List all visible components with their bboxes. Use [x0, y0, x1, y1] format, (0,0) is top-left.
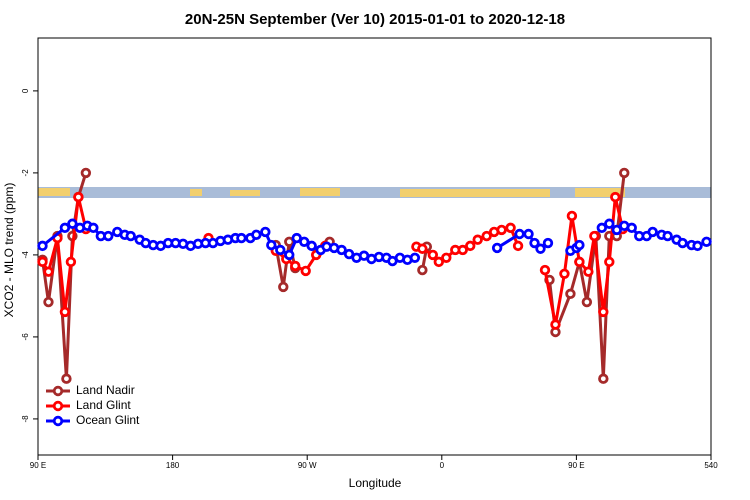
legend-marker	[52, 400, 64, 412]
point	[61, 373, 72, 384]
point	[433, 256, 445, 268]
point	[290, 260, 301, 272]
point	[300, 265, 311, 277]
point	[539, 264, 551, 276]
point	[596, 222, 608, 234]
point	[336, 244, 347, 256]
point	[284, 236, 295, 247]
point	[514, 228, 525, 240]
point	[512, 240, 524, 252]
legend-label: Ocean Glint	[76, 413, 140, 427]
chart-title: 20N-25N September (Ver 10) 2015-01-01 to…	[185, 11, 565, 28]
x-tick-label: 0	[440, 461, 445, 470]
point	[299, 236, 310, 247]
point	[103, 230, 114, 242]
point	[417, 264, 428, 276]
y-axis-label: XCO2 - MLO trend (ppm)	[2, 183, 16, 318]
point	[80, 167, 92, 179]
point	[343, 248, 355, 260]
point	[598, 306, 609, 318]
point	[523, 228, 534, 240]
legend-marker	[52, 415, 64, 427]
point	[662, 230, 673, 242]
point	[677, 237, 688, 249]
point	[566, 210, 578, 222]
point	[574, 239, 585, 251]
y-tick-label: -8	[21, 415, 30, 423]
point	[266, 239, 277, 251]
point	[481, 230, 492, 242]
y-tick-label: -4	[21, 251, 30, 259]
point	[417, 243, 428, 254]
point	[496, 224, 507, 236]
point	[88, 222, 99, 234]
point	[472, 234, 483, 245]
point	[559, 268, 570, 279]
point	[67, 218, 78, 229]
x-tick-label: 180	[166, 461, 180, 470]
point	[37, 256, 48, 268]
point	[535, 243, 546, 254]
point	[457, 244, 468, 256]
point	[65, 256, 77, 268]
point	[37, 240, 48, 252]
point	[619, 167, 630, 179]
point	[581, 296, 593, 308]
point	[611, 224, 622, 236]
point	[260, 226, 271, 238]
point	[275, 244, 286, 256]
point	[565, 288, 576, 300]
point	[236, 232, 247, 244]
point	[505, 222, 516, 234]
point	[284, 249, 295, 261]
point	[604, 256, 615, 268]
point	[692, 240, 703, 252]
point	[491, 242, 503, 254]
x-tick-label: 90 E	[30, 461, 46, 470]
point	[583, 266, 594, 277]
point	[589, 230, 600, 242]
point	[409, 252, 421, 263]
point	[306, 240, 317, 252]
point	[291, 232, 302, 244]
point	[598, 373, 609, 384]
point	[59, 222, 71, 234]
point	[610, 191, 621, 203]
point	[574, 256, 585, 268]
legend-label: Land Glint	[76, 398, 131, 412]
point	[43, 296, 54, 308]
point	[73, 191, 84, 203]
point	[278, 281, 289, 293]
point	[626, 222, 637, 234]
point	[427, 249, 439, 261]
x-tick-label: 90 E	[568, 461, 584, 470]
point	[529, 237, 540, 249]
y-tick-label: -6	[21, 333, 30, 341]
legend-marker	[52, 385, 64, 397]
point	[701, 236, 712, 247]
y-tick-label: 0	[21, 88, 30, 93]
point	[542, 237, 554, 249]
legend-label: Land Nadir	[76, 383, 135, 397]
x-axis-label: Longitude	[349, 476, 402, 490]
point	[465, 240, 476, 252]
point	[59, 306, 71, 318]
x-tick-label: 540	[704, 461, 718, 470]
point	[604, 218, 615, 229]
point	[251, 229, 262, 241]
point	[647, 226, 658, 238]
point	[43, 266, 54, 277]
map-strip	[38, 187, 711, 198]
point	[550, 319, 561, 330]
y-tick-label: -2	[21, 169, 30, 177]
point	[125, 230, 136, 242]
x-tick-label: 90 W	[298, 461, 317, 470]
point	[441, 252, 452, 263]
